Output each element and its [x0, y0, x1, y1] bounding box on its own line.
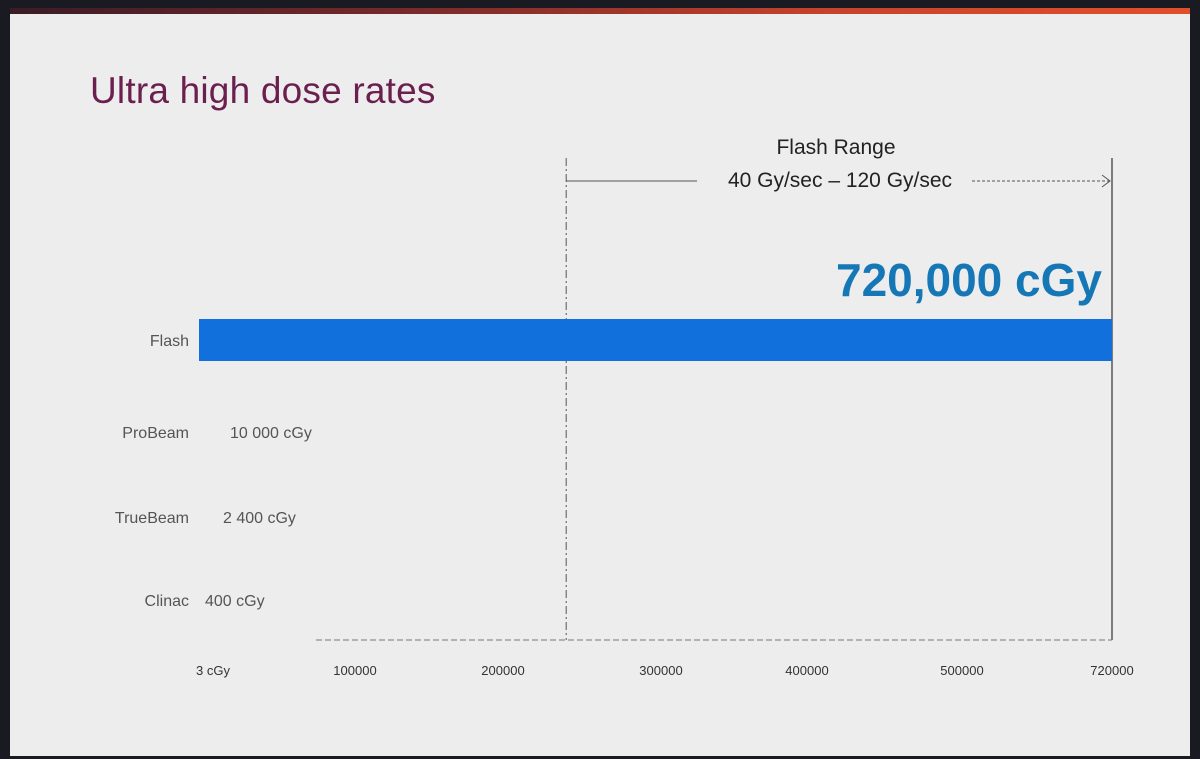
- category-label-flash: Flash: [150, 333, 189, 350]
- x-tick-label-3: 300000: [639, 663, 682, 678]
- x-tick-label-1: 100000: [333, 663, 376, 678]
- flash-range-subtitle: 40 Gy/sec – 120 Gy/sec: [728, 169, 952, 192]
- x-axis-ticks: 3 cGy 100000 200000 300000 400000 500000 72000…: [196, 663, 1134, 678]
- flash-range-title: Flash Range: [776, 136, 895, 159]
- category-label-clinac: Clinac: [145, 593, 189, 610]
- value-label-probeam: 10 000 cGy: [230, 425, 312, 442]
- slide: Ultra high dose rates: [10, 14, 1190, 756]
- value-label-clinac: 400 cGy: [205, 593, 265, 610]
- x-tick-label-2: 200000: [481, 663, 524, 678]
- flash-range-arrow-head: [1101, 174, 1111, 188]
- x-tick-label-6: 720000: [1090, 663, 1133, 678]
- x-tick-label-0: 3 cGy: [196, 663, 230, 678]
- flash-range-annotation: Flash Range 40 Gy/sec – 120 Gy/sec: [565, 136, 1113, 640]
- bar-flash: [199, 319, 1112, 361]
- x-tick-label-5: 500000: [940, 663, 983, 678]
- category-label-probeam: ProBeam: [122, 425, 189, 442]
- category-label-truebeam: TrueBeam: [115, 510, 189, 527]
- slide-title: Ultra high dose rates: [90, 70, 436, 111]
- value-label-truebeam: 2 400 cGy: [223, 510, 296, 527]
- value-label-flash: 720,000 cGy: [836, 254, 1102, 306]
- x-tick-label-4: 400000: [785, 663, 828, 678]
- slide-accent-bar: [10, 8, 1190, 16]
